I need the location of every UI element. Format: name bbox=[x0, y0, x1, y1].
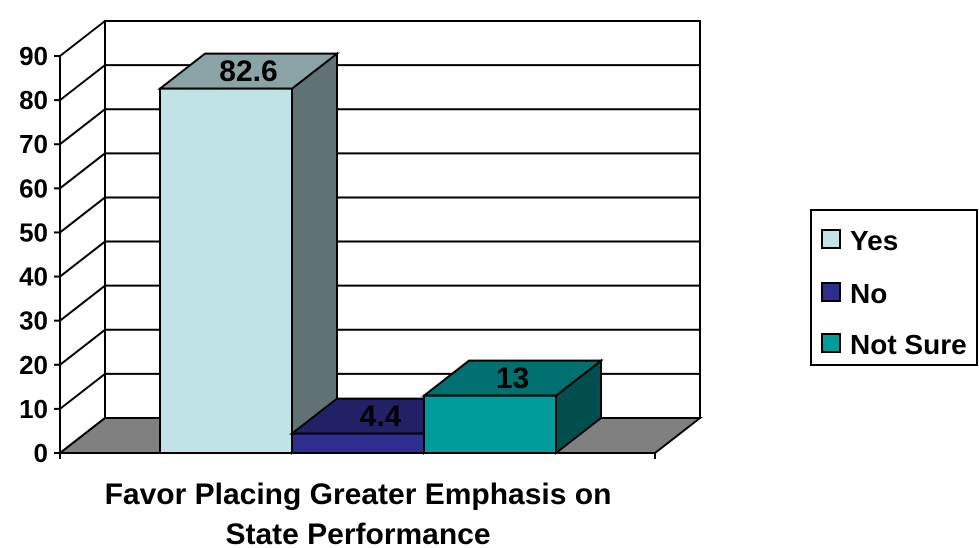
data-label-no: 4.4 bbox=[360, 400, 402, 433]
y-tick-label: 60 bbox=[19, 173, 48, 203]
y-tick-label: 70 bbox=[19, 129, 48, 159]
chart-walls bbox=[57, 20, 703, 454]
legend-swatch-yes bbox=[821, 229, 841, 249]
legend-swatch-no bbox=[821, 282, 841, 302]
y-tick-label: 90 bbox=[19, 41, 48, 71]
gridline-diagonal bbox=[59, 373, 106, 410]
bars bbox=[157, 51, 604, 456]
data-label-not-sure: 13 bbox=[496, 362, 529, 395]
gridline-diagonal bbox=[59, 240, 106, 278]
legend-label-not-sure: Not Sure bbox=[850, 329, 967, 360]
bar-no bbox=[291, 432, 425, 455]
y-tick-label: 0 bbox=[34, 438, 48, 468]
x-axis-label-line-1: Favor Placing Greater Emphasis on bbox=[105, 478, 612, 511]
gridline-diagonal bbox=[59, 20, 106, 57]
bar-yes bbox=[159, 87, 293, 455]
legend-label-yes: Yes bbox=[850, 225, 898, 256]
gridline-diagonal bbox=[59, 328, 106, 366]
bar-not-sure bbox=[423, 394, 557, 454]
legend-label-no: No bbox=[850, 278, 887, 309]
bar-yes-side bbox=[291, 51, 338, 456]
legend-swatch-not-sure bbox=[821, 333, 841, 353]
y-tick-label: 30 bbox=[19, 306, 48, 336]
gridline-diagonal bbox=[59, 284, 106, 322]
y-tick-label: 20 bbox=[19, 350, 48, 380]
gridline-diagonal bbox=[59, 196, 106, 234]
y-tick-label: 80 bbox=[19, 85, 48, 115]
data-label-yes: 82.6 bbox=[219, 55, 277, 88]
gridline-diagonal bbox=[59, 108, 106, 146]
y-tick-labels: 0 10 20 30 40 50 60 70 80 90 bbox=[19, 41, 48, 468]
y-tick-label: 40 bbox=[19, 262, 48, 292]
legend: Yes No Not Sure bbox=[810, 209, 978, 366]
data-labels: 82.6 4.4 13 bbox=[219, 55, 529, 433]
gridline-diagonal bbox=[59, 152, 106, 190]
y-tick-label: 10 bbox=[19, 394, 48, 424]
y-tick-label: 50 bbox=[19, 217, 48, 247]
y-axis-base-diagonal bbox=[59, 417, 106, 454]
gridline-diagonal bbox=[59, 64, 106, 101]
x-axis-label-line-2: State Performance bbox=[225, 518, 490, 548]
